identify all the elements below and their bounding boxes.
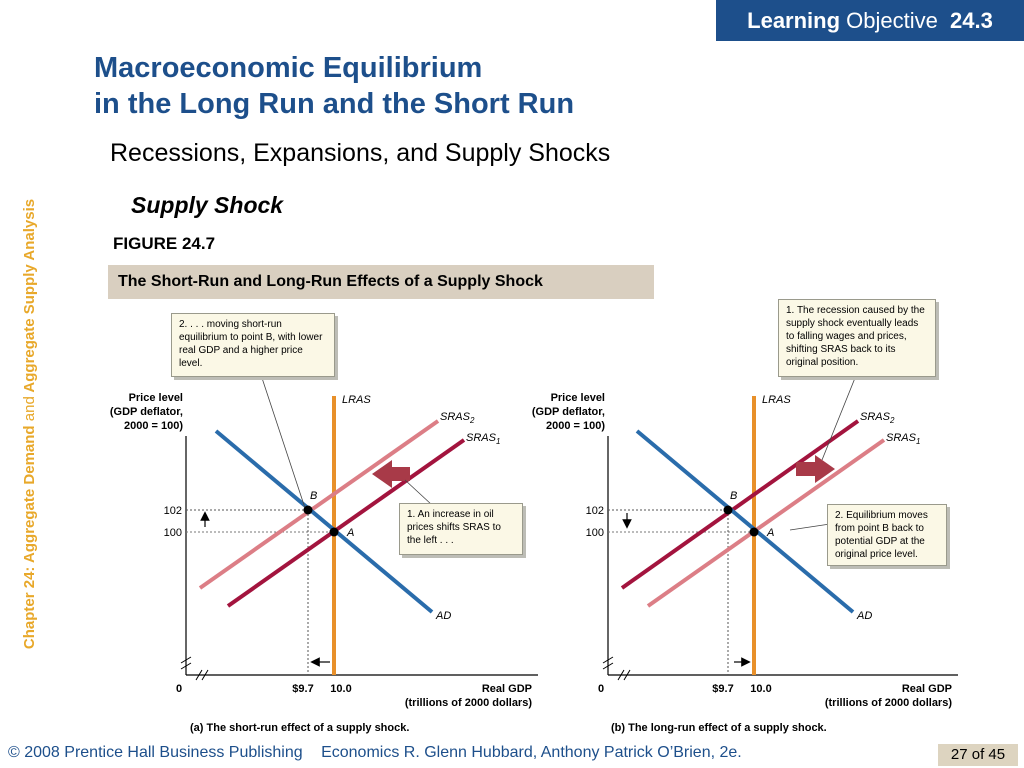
callout-left-mid-text: 1. An increase in oil prices shifts SRAS… bbox=[407, 509, 501, 546]
panel-b-ylabel-2: (GDP deflator, bbox=[532, 406, 605, 418]
panel-a-ad-label: AD bbox=[435, 610, 451, 622]
section-heading: Supply Shock bbox=[131, 192, 284, 218]
callout-left-top: 2. . . . moving short-run equilibrium to… bbox=[171, 313, 335, 377]
footer-copyright: © 2008 Prentice Hall Business Publishing bbox=[8, 744, 303, 761]
callout-left-mid: 1. An increase in oil prices shifts SRAS… bbox=[399, 503, 523, 555]
panel-a-point-a bbox=[329, 527, 339, 537]
panel-b-xlabel-2: (trillions of 2000 dollars) bbox=[825, 697, 952, 709]
panel-a-ytick-102: 102 bbox=[164, 505, 182, 517]
panel-a-xlabel-1: Real GDP bbox=[482, 683, 532, 695]
panel-b-point-b-label: B bbox=[730, 490, 737, 502]
footer-authors: R. Glenn Hubbard, Anthony Patrick O’Brie… bbox=[403, 744, 742, 761]
panel-a-ad-line bbox=[214, 429, 434, 614]
panel-a-ylabel-1: Price level bbox=[129, 392, 183, 404]
panel-b-sras2-line bbox=[620, 419, 860, 590]
callout-left-top-text: 2. . . . moving short-run equilibrium to… bbox=[179, 319, 323, 369]
callout-right-top: 1. The recession caused by the supply sh… bbox=[778, 299, 936, 377]
page-title: Macroeconomic Equilibrium in the Long Ru… bbox=[94, 50, 574, 122]
panel-a-ylabel-2: (GDP deflator, bbox=[110, 406, 183, 418]
panel-b-ad-label: AD bbox=[856, 610, 872, 622]
panel-b-sras1-line bbox=[646, 438, 886, 608]
panel-b-callout-leader-top bbox=[821, 377, 856, 461]
panel-a-xlabel-2: (trillions of 2000 dollars) bbox=[405, 697, 532, 709]
callout-right-top-text: 1. The recession caused by the supply sh… bbox=[786, 305, 925, 368]
panel-a-ytick-100: 100 bbox=[164, 527, 182, 539]
footer-book: Economics bbox=[321, 744, 400, 761]
panel-a: Price level (GDP deflator, 2000 = 100) 1… bbox=[110, 377, 538, 734]
panel-a-xtick-0: 0 bbox=[176, 683, 182, 695]
panel-a-y-break bbox=[180, 656, 192, 670]
callout-right-mid-text: 2. Equilibrium moves from point B back t… bbox=[835, 510, 928, 560]
panel-a-lras-label: LRAS bbox=[342, 394, 371, 406]
panel-a-ylabel-3: 2000 = 100) bbox=[124, 420, 183, 432]
panel-a-callout-leader-mid bbox=[404, 479, 433, 506]
panel-a-point-b bbox=[303, 505, 313, 515]
title-line-2: in the Long Run and the Short Run bbox=[94, 88, 575, 120]
panel-b-lras-label: LRAS bbox=[762, 394, 791, 406]
panel-a-xtick-97: $9.7 bbox=[292, 683, 313, 695]
title-line-1: Macroeconomic Equilibrium bbox=[94, 52, 483, 84]
panel-b-xtick-97: $9.7 bbox=[712, 683, 733, 695]
figure-label: FIGURE 24.7 bbox=[113, 234, 216, 253]
figure-caption: The Short-Run and Long-Run Effects of a … bbox=[108, 265, 654, 299]
panel-b-point-a bbox=[749, 527, 759, 537]
panel-b-xtick-0: 0 bbox=[598, 683, 604, 695]
panel-b-ytick-100: 100 bbox=[586, 527, 604, 539]
panel-b-y-break bbox=[602, 656, 614, 670]
panel-b-xlabel-1: Real GDP bbox=[902, 683, 952, 695]
panel-a-sras2-line bbox=[198, 419, 440, 590]
badge-number: 24.3 bbox=[950, 8, 993, 33]
panel-a-xtick-100: 10.0 bbox=[330, 683, 351, 695]
footer: © 2008 Prentice Hall Business Publishing… bbox=[8, 744, 742, 762]
panel-b-ytick-102: 102 bbox=[586, 505, 604, 517]
panel-b-ylabel-1: Price level bbox=[551, 392, 605, 404]
panel-a-sras1-line bbox=[226, 438, 466, 608]
badge-strong: Learning bbox=[747, 8, 841, 33]
panel-b-sras2-label: SRAS2 bbox=[860, 411, 895, 425]
panel-a-sras2-label: SRAS2 bbox=[440, 411, 475, 425]
panel-b-ylabel-3: 2000 = 100) bbox=[546, 420, 605, 432]
panel-a-x-break bbox=[195, 669, 209, 681]
panel-a-callout-leader-top bbox=[261, 377, 306, 509]
panel-a-title: (a) The short-run effect of a supply sho… bbox=[190, 722, 409, 734]
panel-b-point-b bbox=[723, 505, 733, 515]
panel-a-shift-arrow bbox=[372, 460, 410, 488]
panel-b-title: (b) The long-run effect of a supply shoc… bbox=[611, 722, 827, 734]
panel-b-callout-leader-mid bbox=[789, 523, 831, 531]
panel-a-point-a-label: A bbox=[346, 527, 354, 539]
panel-b-shift-arrow bbox=[796, 455, 835, 483]
learning-objective-badge: Learning Objective 24.3 bbox=[716, 0, 1024, 41]
panel-b-x-break bbox=[617, 669, 631, 681]
badge-word: Objective bbox=[846, 8, 938, 33]
panel-b: Price level (GDP deflator, 2000 = 100) 1… bbox=[532, 377, 958, 734]
callout-right-mid: 2. Equilibrium moves from point B back t… bbox=[827, 504, 947, 566]
panel-b-sras1-label: SRAS1 bbox=[886, 432, 920, 446]
subtitle: Recessions, Expansions, and Supply Shock… bbox=[110, 139, 611, 167]
panel-a-point-b-label: B bbox=[310, 490, 317, 502]
panel-b-ad-line bbox=[635, 429, 855, 614]
panel-b-point-a-label: A bbox=[766, 527, 774, 539]
page-number-badge: 27 of 45 bbox=[938, 744, 1018, 766]
panel-b-xtick-100: 10.0 bbox=[750, 683, 771, 695]
panel-a-sras1-label: SRAS1 bbox=[466, 432, 500, 446]
